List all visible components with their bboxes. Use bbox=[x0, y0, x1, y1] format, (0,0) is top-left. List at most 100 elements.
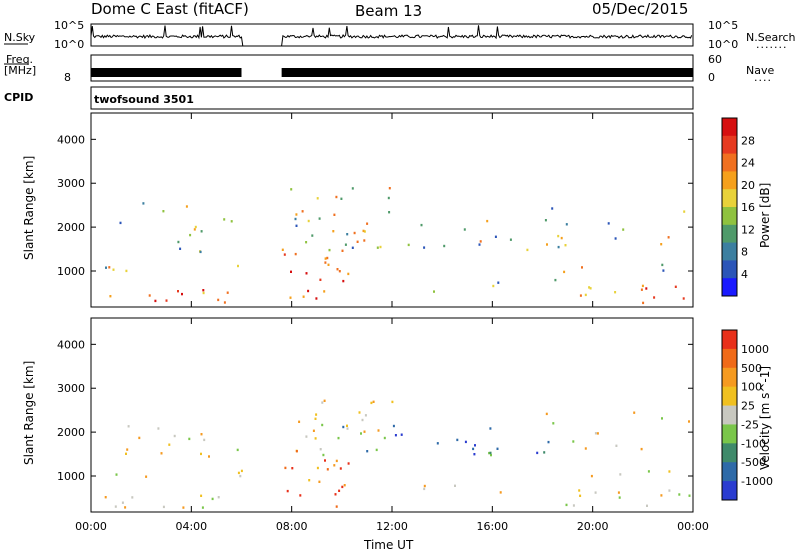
range-time-cell bbox=[688, 420, 690, 423]
range-time-cell bbox=[173, 434, 176, 438]
range-time-cell bbox=[240, 469, 243, 473]
range-time-cell bbox=[489, 427, 492, 430]
range-time-cell bbox=[226, 291, 229, 294]
range-time-cell bbox=[509, 238, 512, 241]
range-time-cell bbox=[181, 292, 183, 296]
range-time-cell bbox=[496, 447, 499, 450]
range-time-cell bbox=[607, 222, 610, 225]
y-tick-label: 2000 bbox=[57, 221, 85, 234]
range-time-cell bbox=[321, 423, 324, 427]
nsky-label: N.Sky bbox=[4, 31, 36, 44]
range-time-cell bbox=[551, 207, 554, 210]
range-time-cell bbox=[347, 272, 350, 276]
range-time-cell bbox=[660, 243, 663, 246]
range-time-cell bbox=[622, 228, 625, 231]
range-time-cell bbox=[305, 241, 308, 244]
range-time-cell bbox=[358, 411, 361, 414]
range-time-cell bbox=[318, 217, 321, 220]
colorbar-tick-label: 4 bbox=[741, 268, 748, 281]
range-time-cell bbox=[188, 437, 191, 441]
range-time-cell bbox=[314, 437, 317, 440]
range-time-cell bbox=[588, 286, 591, 289]
range-time-cell bbox=[674, 285, 677, 288]
range-time-cell bbox=[217, 496, 220, 499]
range-time-cell bbox=[182, 506, 185, 509]
x-tick-label: 12:00 bbox=[376, 520, 408, 533]
colorbar-swatch bbox=[722, 207, 737, 226]
range-time-cell bbox=[346, 427, 349, 430]
velocity-colorbar: 1000 500 100 25 -25 -100 -500 -1000 bbox=[721, 329, 773, 501]
freq-unit: [MHz] bbox=[4, 64, 37, 77]
range-time-cell bbox=[356, 240, 359, 243]
range-time-cell bbox=[360, 432, 362, 435]
power-panel: 1000 2000 3000 4000 bbox=[57, 112, 694, 308]
range-time-cell bbox=[346, 233, 349, 236]
y-tick-label: 3000 bbox=[57, 177, 85, 190]
range-time-cell bbox=[168, 443, 171, 446]
range-time-cell bbox=[617, 491, 620, 494]
range-time-cell bbox=[688, 494, 691, 497]
range-time-cell bbox=[160, 452, 163, 455]
range-time-cell bbox=[560, 236, 563, 240]
range-time-cell bbox=[668, 489, 671, 492]
range-time-cell bbox=[388, 187, 391, 190]
range-time-cell bbox=[346, 424, 348, 427]
range-time-cell bbox=[294, 217, 297, 221]
colorbar-tick-label: 100 bbox=[741, 381, 762, 394]
nave-tick-bottom: 0 bbox=[708, 71, 715, 84]
range-time-cell bbox=[589, 287, 592, 290]
range-time-cell bbox=[364, 414, 367, 417]
range-time-cell bbox=[640, 447, 643, 451]
range-time-cell bbox=[653, 296, 656, 299]
range-time-cell bbox=[363, 230, 366, 233]
range-time-cell bbox=[433, 290, 435, 293]
range-time-cell bbox=[388, 211, 391, 214]
range-time-cell bbox=[394, 434, 397, 437]
colorbar-swatch bbox=[722, 118, 737, 137]
range-time-cell bbox=[239, 474, 242, 478]
range-time-cell bbox=[105, 266, 107, 269]
range-time-cell bbox=[327, 263, 330, 266]
power-cbar-label: Power [dB] bbox=[758, 182, 772, 248]
range-time-cell bbox=[341, 249, 344, 252]
range-time-cell bbox=[383, 436, 386, 440]
range-time-cell bbox=[177, 290, 179, 293]
y-tick-label: 2000 bbox=[57, 426, 85, 439]
colorbar-swatch bbox=[722, 386, 737, 407]
range-time-cell bbox=[614, 237, 617, 240]
range-time-cell bbox=[436, 442, 439, 445]
nsearch-label: N.Search bbox=[746, 31, 796, 44]
x-tick-label: 00:00 bbox=[75, 520, 107, 533]
range-time-cell bbox=[323, 290, 326, 293]
colorbar-swatch bbox=[722, 260, 737, 279]
station-title: Dome C East (fitACF) bbox=[91, 0, 249, 18]
range-time-cell bbox=[668, 470, 671, 473]
range-time-cell bbox=[372, 400, 375, 403]
range-time-cell bbox=[115, 473, 118, 476]
range-time-cell bbox=[334, 493, 337, 496]
colorbar-tick-label: 12 bbox=[741, 223, 755, 236]
range-time-cell bbox=[661, 263, 664, 267]
nsky-panel bbox=[4, 23, 694, 47]
range-time-cell bbox=[200, 230, 203, 233]
range-time-cell bbox=[362, 229, 365, 233]
nsky-tick-top: 10^5 bbox=[54, 19, 85, 32]
range-time-cell bbox=[557, 245, 560, 249]
range-time-cell bbox=[125, 269, 128, 273]
range-time-cell bbox=[322, 453, 325, 457]
range-time-cell bbox=[615, 444, 618, 447]
nsearch-tick-top: 10^5 bbox=[708, 19, 739, 32]
range-time-cell bbox=[315, 297, 318, 300]
range-time-cell bbox=[208, 455, 210, 458]
x-axis-title: Time UT bbox=[364, 538, 414, 552]
range-time-cell bbox=[443, 244, 446, 248]
range-time-cell bbox=[138, 436, 141, 440]
range-time-cell bbox=[645, 287, 648, 290]
range-time-cell bbox=[456, 438, 459, 442]
range-time-cell bbox=[526, 248, 529, 252]
range-time-cell bbox=[375, 448, 378, 452]
range-time-cell bbox=[342, 279, 345, 283]
range-time-cell bbox=[315, 413, 318, 416]
range-time-cell bbox=[162, 505, 165, 509]
range-time-cell bbox=[321, 401, 324, 404]
